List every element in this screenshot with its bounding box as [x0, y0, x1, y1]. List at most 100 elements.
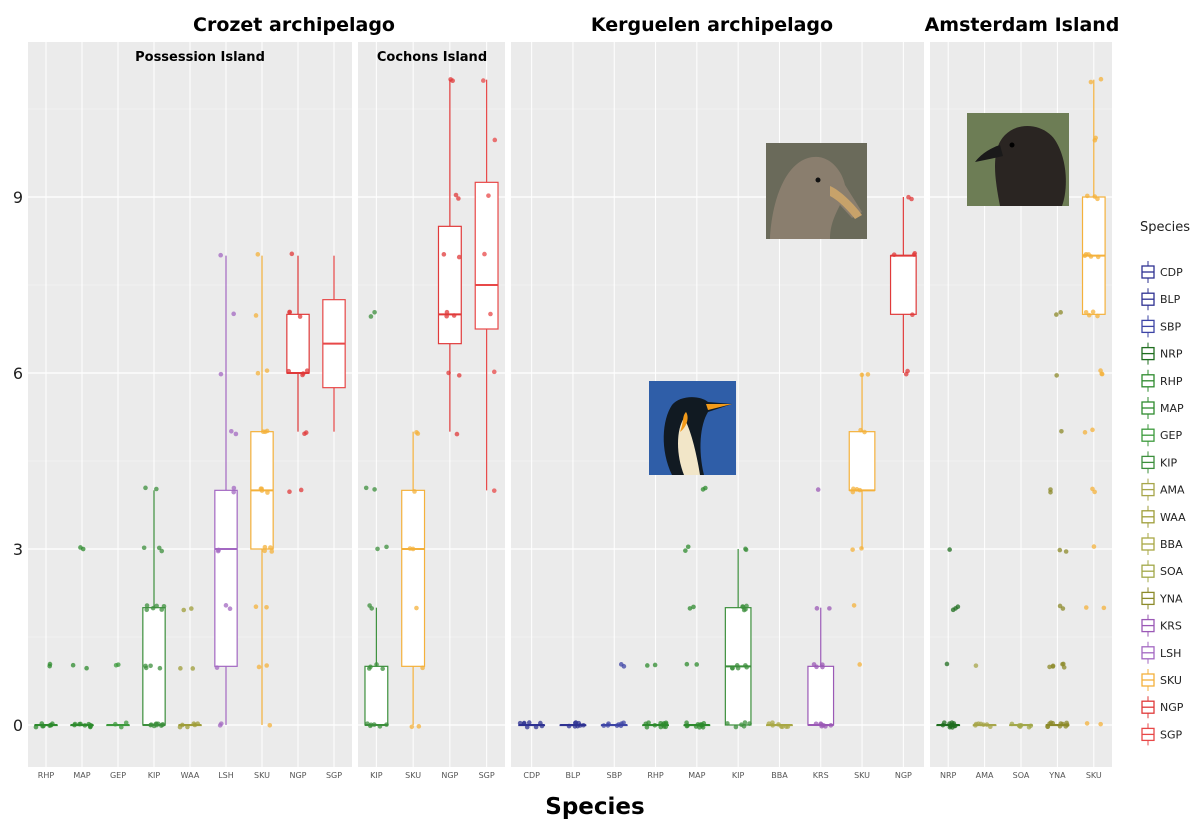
legend-entry: SGP	[1141, 723, 1183, 746]
data-point	[1083, 605, 1089, 610]
data-point	[691, 604, 696, 610]
legend-entry: BLP	[1141, 288, 1181, 311]
data-point	[444, 313, 449, 319]
data-point	[268, 545, 273, 550]
data-point	[141, 545, 147, 551]
data-point	[1086, 252, 1091, 257]
data-point	[289, 251, 295, 257]
data-point	[491, 369, 497, 375]
data-point	[72, 721, 78, 727]
legend-entry: SKU	[1141, 669, 1182, 691]
legend-entry: KIP	[1141, 451, 1177, 474]
x-tick-label: SGP	[479, 771, 495, 780]
data-point	[725, 721, 730, 726]
species-box	[401, 430, 426, 730]
data-point	[950, 607, 956, 613]
iqr-box	[437, 225, 462, 345]
legend-entry: MAP	[1141, 397, 1184, 419]
data-point	[287, 309, 292, 315]
subpanel-title: Cochons Island	[377, 50, 487, 65]
x-tick-label: CDP	[523, 771, 540, 780]
legend-label: MAP	[1160, 402, 1184, 415]
x-tick-label: SBP	[607, 771, 623, 780]
x-tick-label: KRS	[813, 771, 829, 780]
species-box	[286, 251, 310, 494]
data-point	[1095, 254, 1101, 260]
species-box	[363, 309, 389, 729]
data-point	[159, 607, 165, 612]
data-point	[88, 722, 94, 728]
species-box	[106, 662, 130, 730]
legend-entry: YNA	[1141, 587, 1183, 610]
data-point	[730, 665, 735, 671]
data-point	[815, 487, 821, 492]
legend-entry: NRP	[1141, 342, 1183, 365]
data-point	[488, 311, 493, 317]
data-point	[785, 724, 791, 729]
species-box	[214, 252, 239, 728]
legend-entry: RHP	[1141, 369, 1183, 392]
data-point	[255, 252, 261, 257]
data-point	[78, 545, 83, 550]
data-point	[144, 603, 150, 608]
data-point	[776, 722, 781, 727]
x-tick-label: MAP	[688, 771, 705, 780]
species-box	[724, 546, 752, 730]
data-point	[416, 724, 422, 729]
x-tick-label: NGP	[895, 771, 912, 780]
species-box	[683, 485, 711, 730]
y-tick-label: 6	[13, 364, 23, 383]
data-point	[1101, 605, 1107, 611]
data-point	[827, 606, 832, 611]
data-point	[572, 720, 578, 726]
data-point	[941, 720, 947, 725]
panel-background	[358, 42, 505, 767]
data-point	[47, 663, 52, 669]
data-point	[683, 548, 688, 553]
data-point	[410, 546, 416, 552]
x-tick-label: NGP	[289, 771, 306, 780]
data-point	[380, 666, 385, 672]
data-point	[190, 666, 196, 671]
x-tick-label: BBA	[771, 771, 788, 780]
data-point	[747, 721, 752, 726]
group-title: Amsterdam Island	[925, 14, 1120, 36]
data-point	[740, 604, 746, 610]
data-point	[78, 721, 83, 727]
legend-entry: SBP	[1141, 315, 1182, 338]
data-point	[256, 664, 262, 670]
data-point	[581, 722, 586, 728]
species-box	[936, 547, 961, 730]
data-point	[744, 603, 749, 609]
x-tick-label: SKU	[854, 771, 870, 780]
data-point	[223, 603, 229, 608]
species-box	[972, 663, 997, 730]
data-point	[575, 723, 580, 729]
data-point	[1090, 486, 1095, 492]
data-point	[903, 371, 909, 377]
data-point	[70, 662, 76, 668]
x-tick-label: YNA	[1048, 771, 1066, 780]
legend-entry: WAA	[1141, 505, 1186, 528]
data-point	[1047, 664, 1052, 670]
legend-label: SGP	[1160, 728, 1183, 741]
data-point	[159, 548, 165, 554]
legend-entry: SOA	[1141, 560, 1183, 583]
data-point	[444, 309, 450, 315]
legend: Species CDP BLP SBP NRP RHP MAP GEP KIP AMA WAA BBA…	[1140, 220, 1190, 746]
data-point	[906, 194, 911, 200]
data-point	[910, 312, 915, 318]
x-tick-label: SOA	[1013, 771, 1030, 780]
data-point	[526, 720, 532, 725]
x-tick-label: SGP	[326, 771, 342, 780]
species-box	[600, 662, 628, 729]
species-box	[559, 720, 587, 729]
data-point	[157, 665, 163, 671]
data-point	[229, 428, 234, 434]
data-point	[1054, 373, 1059, 378]
data-point	[524, 724, 530, 730]
data-point	[415, 431, 421, 436]
data-point	[770, 723, 776, 728]
data-point	[143, 485, 148, 491]
data-point	[912, 251, 918, 256]
